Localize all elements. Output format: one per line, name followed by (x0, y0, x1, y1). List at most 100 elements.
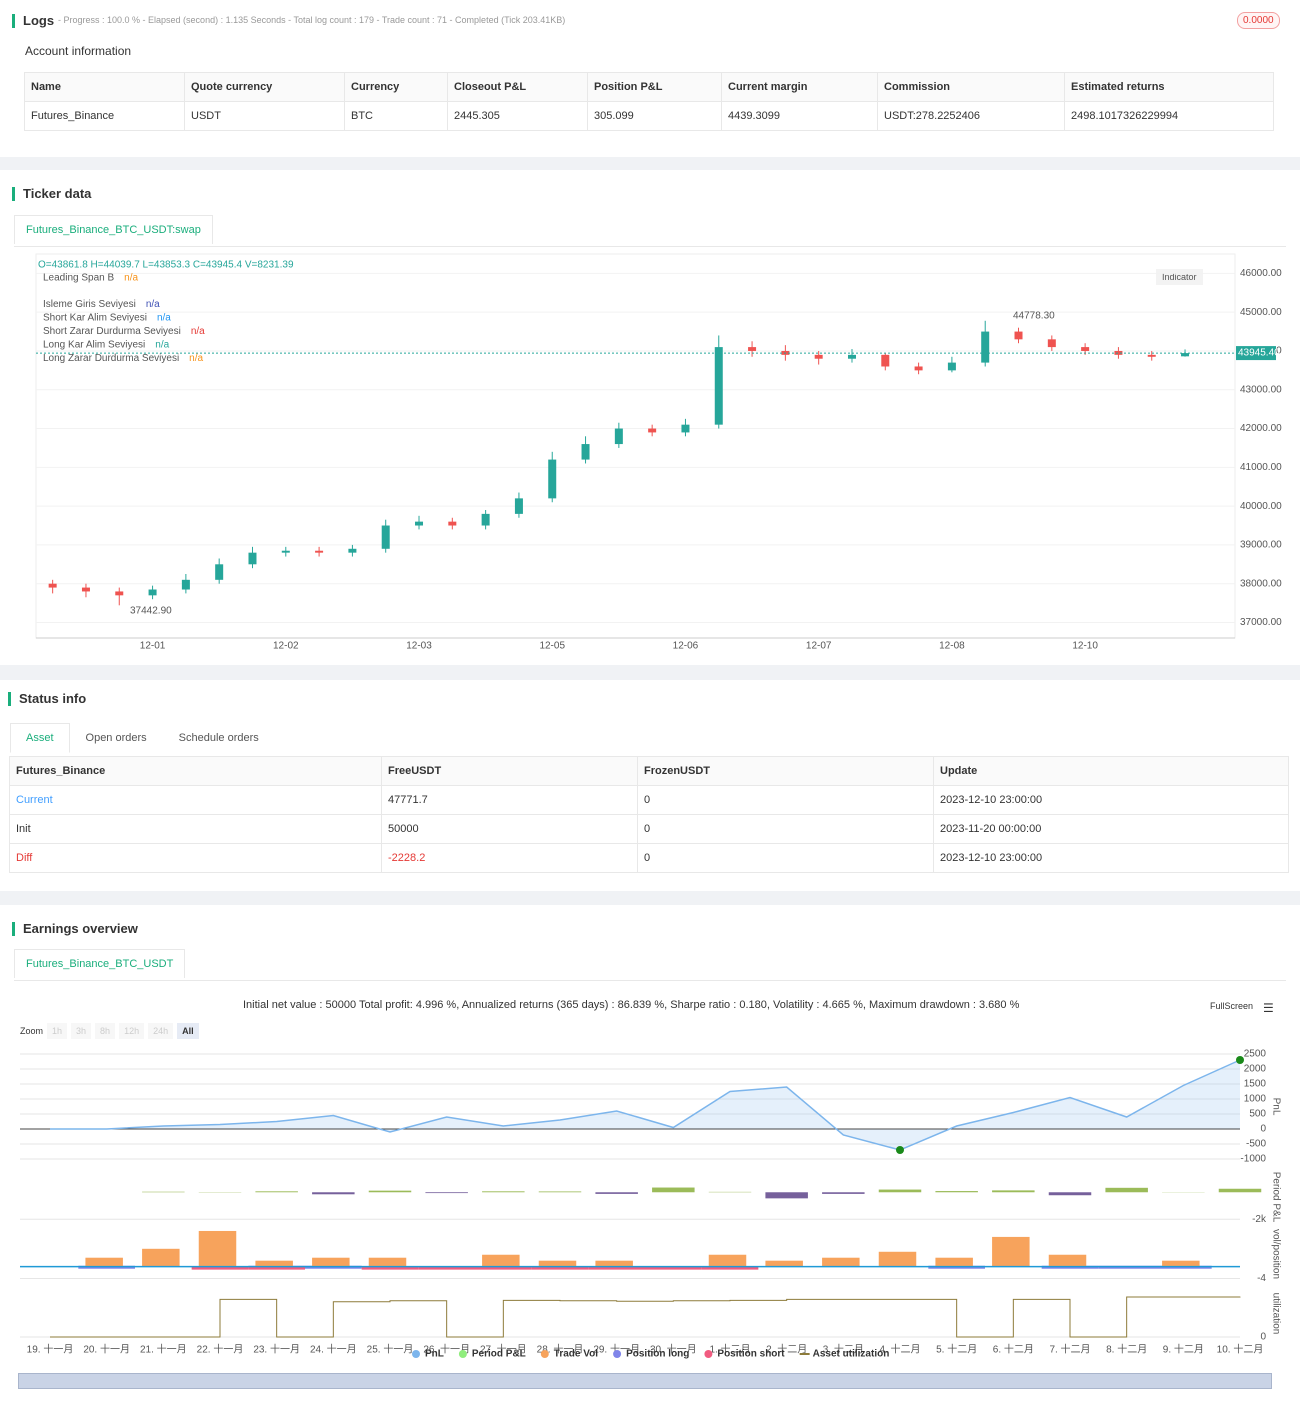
candle-body (1181, 353, 1190, 357)
header-cell: Current margin (721, 72, 878, 102)
zoom-button[interactable]: 12h (119, 1023, 145, 1039)
candle-body (681, 424, 690, 433)
divider (14, 980, 1286, 981)
x-tick-label: 29. 十一月 (593, 1343, 640, 1356)
candle-body (614, 428, 623, 445)
fullscreen[interactable]: FullScreen (1210, 1001, 1254, 1011)
candle-body (1147, 354, 1156, 357)
bar (595, 1260, 633, 1267)
badge: 0.0000 (1237, 12, 1280, 29)
asset-table: Futures_Binance FreeUSDT FrozenUSDT Update C… (9, 756, 1289, 873)
plot-frame (35, 253, 1236, 639)
indicator-name: Long Zarar Durdurma Seviyesi (43, 353, 179, 364)
bar (765, 1192, 808, 1199)
y-tick-label: 2500 (1244, 1049, 1267, 1060)
tab[interactable]: Futures_Binance_BTC_USDT (14, 949, 186, 978)
candle-body (881, 354, 890, 367)
candle-body (947, 362, 956, 371)
summary: Initial net value : 50000 Total profit: … (243, 999, 1020, 1011)
legend-swatch (458, 1350, 467, 1358)
section-title: Status info (8, 692, 86, 706)
indicator-name: Leading Span B (43, 273, 115, 284)
header-cell: FreeUSDT (381, 756, 638, 786)
pnl-area (50, 1060, 1240, 1150)
position-bar (248, 1266, 305, 1270)
y-tick-label: 41000.00 (1240, 462, 1282, 473)
zoom-label: Zoom (20, 1026, 44, 1036)
tab[interactable]: Schedule orders (178, 732, 259, 744)
y-tick-label: -4 (1257, 1273, 1266, 1284)
tab[interactable]: Asset (10, 723, 70, 753)
divider (14, 246, 1286, 247)
candle-body (1014, 331, 1023, 340)
candle-body (548, 459, 557, 499)
candle-body (581, 444, 590, 460)
y-tick-label: -500 (1246, 1139, 1266, 1150)
axis-label: PnL (1270, 1098, 1281, 1116)
x-tick-label: 10. 十二月 (1217, 1343, 1264, 1356)
y-tick-label: 0 (1260, 1124, 1266, 1135)
candle-body (1114, 350, 1123, 355)
bar (765, 1260, 803, 1267)
cell: 2023-12-10 23:00:00 (933, 843, 1289, 873)
position-bar (588, 1266, 645, 1270)
tab[interactable]: Open orders (85, 732, 147, 744)
bar (312, 1192, 355, 1195)
earnings-section: Earnings overview Futures_Binance_BTC_US… (0, 905, 1300, 1410)
bar (878, 1251, 917, 1267)
indicator-value: n/a (157, 313, 171, 324)
bar (1162, 1260, 1200, 1267)
bar (822, 1192, 865, 1194)
candle-body (115, 591, 124, 596)
bar (595, 1192, 638, 1194)
candle-body (714, 347, 723, 425)
ohlc: O=43861.8 H=44039.7 L=43853.3 C=43945.4 … (38, 260, 294, 271)
candle-body (914, 366, 923, 371)
zoom-button[interactable]: 1h (47, 1023, 68, 1039)
y-tick-label: 2000 (1244, 1064, 1267, 1075)
candle-body (814, 354, 823, 359)
y-tick-label: 1000 (1244, 1094, 1267, 1105)
zoom-button[interactable]: All (177, 1023, 199, 1039)
x-tick-label: 23. 十一月 (253, 1343, 300, 1356)
x-tick-label: 21. 十一月 (140, 1343, 187, 1356)
indicator-value: n/a (124, 273, 138, 284)
candle-body (48, 583, 57, 588)
candle-body (181, 579, 190, 590)
y-tick-label: 39000.00 (1240, 540, 1282, 551)
legend-label: Trade Vol (554, 1349, 598, 1360)
position-bar (531, 1266, 589, 1270)
zoom-button[interactable]: 8h (95, 1023, 116, 1039)
bar (425, 1192, 468, 1194)
header-cell: Futures_Binance (9, 756, 382, 786)
x-tick-label: 2. 十二月 (766, 1343, 807, 1356)
x-tick-label: 6. 十二月 (993, 1343, 1034, 1356)
candle-body (648, 428, 657, 433)
indicator-value: n/a (189, 353, 203, 364)
indicator-name: Short Zarar Durdurma Seviyesi (43, 326, 181, 337)
zoom-button[interactable]: 24h (148, 1023, 174, 1039)
legend-swatch (704, 1350, 713, 1358)
last-price-box (1236, 346, 1276, 361)
x-tick-label: 26. 十一月 (423, 1343, 470, 1356)
zoom-button[interactable]: 3h (71, 1023, 92, 1039)
x-tick-label: 30. 十一月 (650, 1343, 697, 1356)
legend-swatch (540, 1350, 549, 1358)
position-bar (645, 1266, 702, 1270)
candle-body (248, 552, 257, 565)
navigator[interactable] (18, 1373, 1272, 1389)
annotation: 37442.90 (130, 606, 172, 617)
candle-body (514, 498, 523, 514)
position-bar (475, 1266, 532, 1270)
y-tick-label: 0 (1260, 1332, 1266, 1343)
bar (368, 1257, 407, 1267)
tab[interactable]: Futures_Binance_BTC_USDT:swap (14, 215, 213, 244)
position-bar (191, 1266, 249, 1270)
extreme-point (896, 1146, 904, 1154)
legend-label: Position long (626, 1349, 689, 1360)
menu-icon[interactable]: ☰ (1263, 1001, 1274, 1015)
x-tick-label: 4. 十二月 (879, 1343, 920, 1356)
bar (255, 1260, 293, 1267)
indicator-name: Isleme Giris Seviyesi (43, 299, 136, 310)
